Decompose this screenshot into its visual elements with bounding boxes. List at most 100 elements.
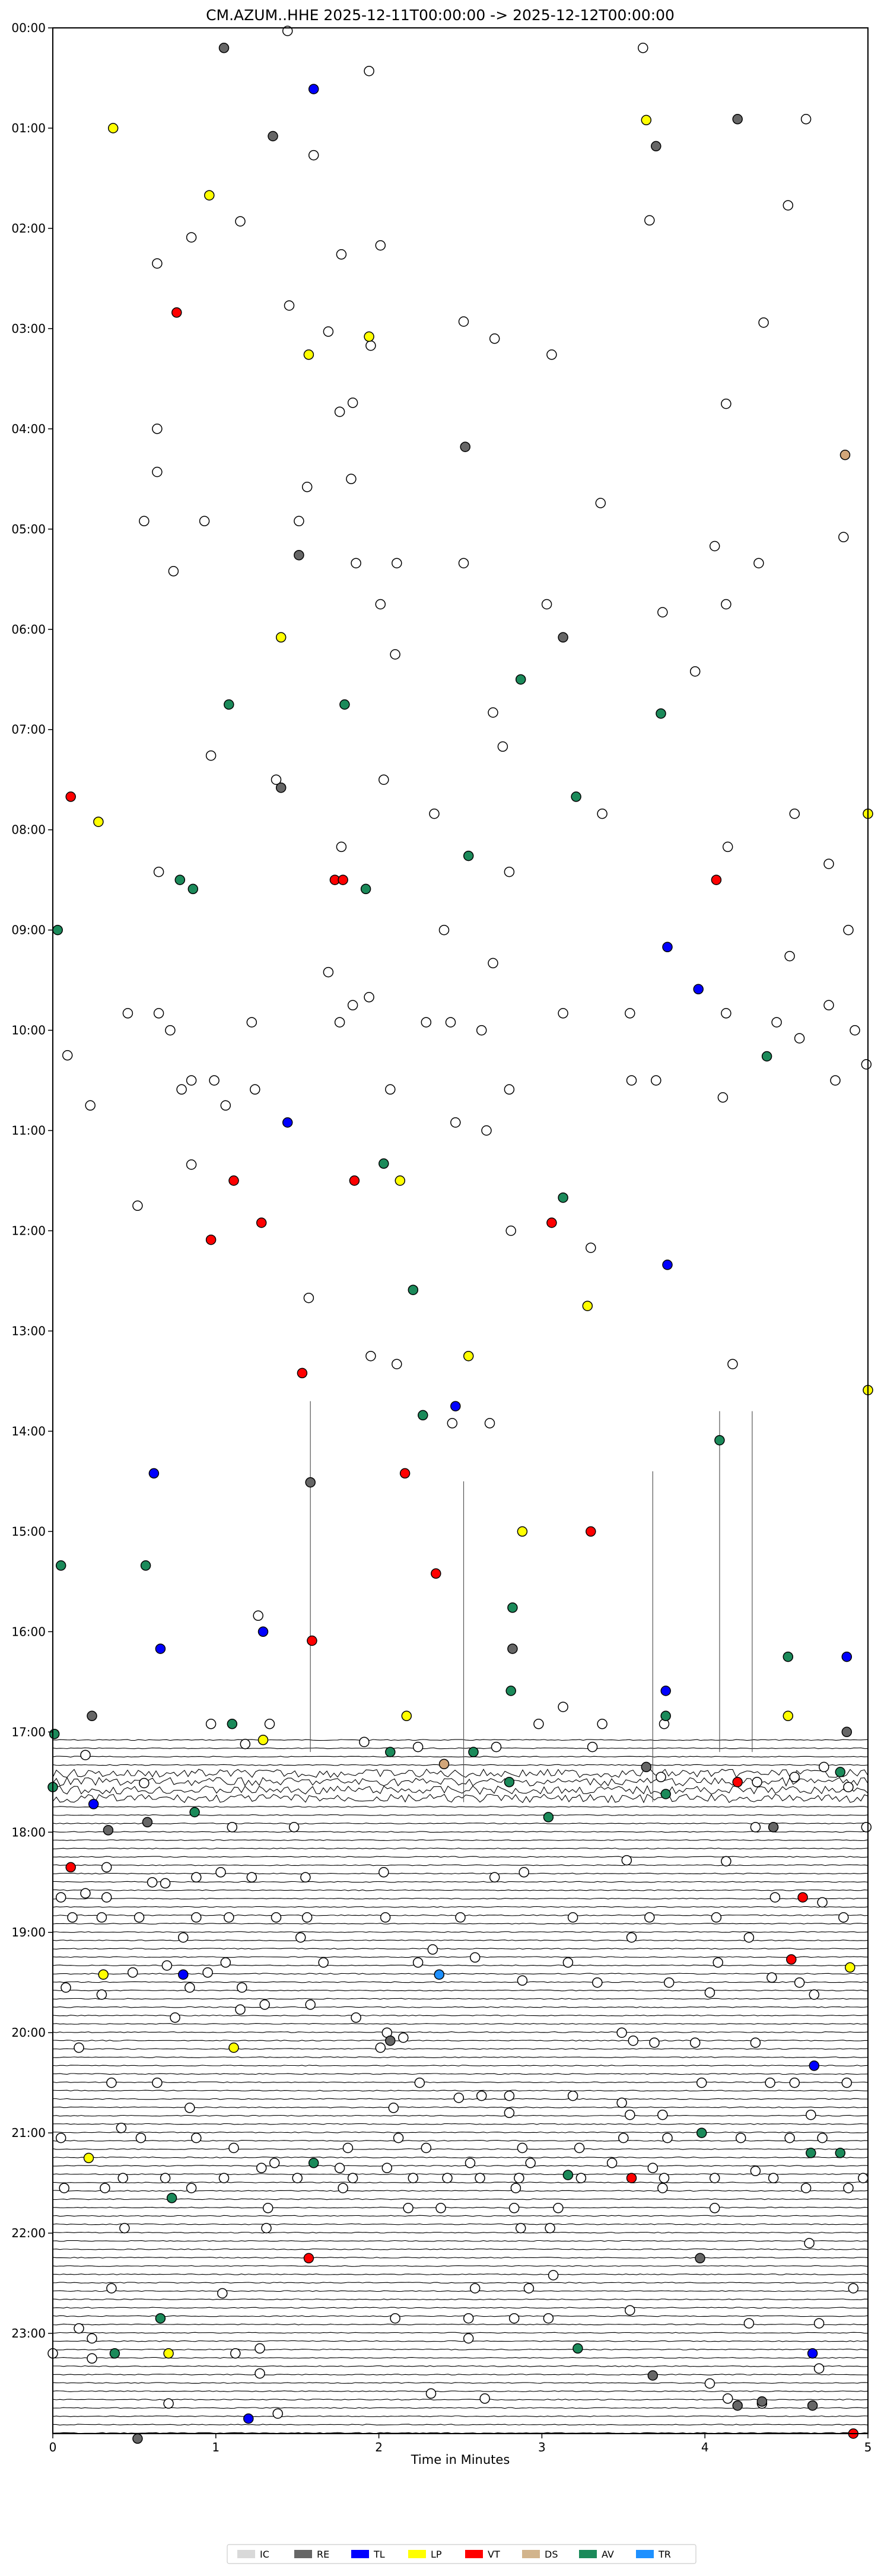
event-point-ic xyxy=(525,2158,536,2168)
event-point-tl xyxy=(257,1626,269,1637)
event-point-ic xyxy=(475,2173,485,2183)
event-point-ic xyxy=(721,1856,731,1866)
event-point-vt xyxy=(732,1777,743,1788)
event-point-ic xyxy=(67,1912,78,1923)
event-point-ic xyxy=(458,316,469,327)
event-point-av xyxy=(55,1560,66,1571)
event-point-ic xyxy=(489,1872,500,1883)
event-point-ic xyxy=(230,2348,241,2359)
trace-line xyxy=(52,2140,869,2142)
event-point-ic xyxy=(484,1418,495,1429)
event-point-ic xyxy=(758,317,769,328)
event-point-ic xyxy=(408,2173,419,2183)
event-point-re xyxy=(460,441,470,452)
trace-line xyxy=(52,2190,869,2192)
event-point-ic xyxy=(709,2203,720,2214)
event-point-ic xyxy=(191,1912,202,1923)
event-point-ic xyxy=(116,2122,127,2133)
event-point-av xyxy=(573,2343,583,2354)
event-point-ic xyxy=(220,1100,231,1111)
trace-line xyxy=(52,1989,869,1992)
event-point-vt xyxy=(205,1234,217,1245)
event-point-ic xyxy=(709,540,720,552)
event-point-ic xyxy=(351,2012,361,2023)
event-point-ic xyxy=(246,1872,257,1883)
trace-line xyxy=(52,1831,869,1833)
trace-line xyxy=(52,2056,869,2058)
event-point-ic xyxy=(364,65,374,77)
x-axis-label: Time in Minutes xyxy=(411,2453,510,2467)
event-point-tl xyxy=(662,1260,673,1270)
event-point-ic xyxy=(301,482,313,492)
event-point-ic xyxy=(567,2090,578,2101)
event-point-ic xyxy=(843,924,854,936)
event-point-ic xyxy=(450,1117,461,1128)
event-point-av xyxy=(385,1747,396,1757)
event-point-ic xyxy=(592,1977,603,1988)
event-point-ic xyxy=(133,1912,145,1923)
event-point-ic xyxy=(295,1932,306,1943)
trace-line xyxy=(52,1847,869,1850)
event-point-ic xyxy=(743,1932,755,1943)
trace-line xyxy=(52,1973,869,1975)
event-point-av xyxy=(189,1807,200,1818)
event-point-ic xyxy=(259,1999,270,2010)
event-point-ic xyxy=(488,707,498,718)
event-point-lp xyxy=(783,1710,794,1722)
event-point-ic xyxy=(753,558,764,568)
event-point-ic xyxy=(381,2162,393,2174)
trace-spikes xyxy=(310,1401,753,1802)
event-point-ic xyxy=(351,558,361,568)
event-point-ic xyxy=(445,1017,456,1028)
event-point-vt xyxy=(349,1175,360,1186)
event-point-ic xyxy=(442,2173,453,2183)
event-point-ic xyxy=(347,1000,358,1011)
event-point-ic xyxy=(334,406,345,417)
event-point-ic xyxy=(74,2323,84,2334)
event-point-ic xyxy=(510,2183,521,2193)
event-point-ic xyxy=(218,2173,230,2183)
trace-line xyxy=(52,1906,869,1908)
event-point-ic xyxy=(403,2203,414,2214)
event-point-ic xyxy=(813,2318,825,2329)
event-point-re xyxy=(768,1822,779,1833)
event-point-ic xyxy=(323,966,334,978)
event-point-ic xyxy=(161,1960,173,1971)
legend-swatch xyxy=(237,2550,255,2558)
event-point-vt xyxy=(297,1367,308,1379)
trace-line xyxy=(52,1769,869,1778)
legend-label: TR xyxy=(658,2549,671,2560)
y-tick-label: 07:00 xyxy=(11,723,46,737)
event-point-ic xyxy=(644,215,655,226)
event-point-ic xyxy=(359,1737,370,1747)
event-point-ic xyxy=(217,2288,228,2299)
event-point-ic xyxy=(246,1017,257,1028)
event-point-ic xyxy=(235,2004,246,2015)
event-point-ic xyxy=(649,2037,660,2048)
event-point-ic xyxy=(398,2032,409,2043)
event-point-ic xyxy=(476,2090,487,2101)
event-point-ic xyxy=(347,2173,358,2183)
event-point-re xyxy=(103,1825,114,1836)
event-point-ic xyxy=(300,1872,311,1883)
event-point-lp xyxy=(395,1175,406,1186)
event-point-ic xyxy=(80,1750,91,1760)
y-tick-label: 18:00 xyxy=(11,1825,46,1839)
event-point-ic xyxy=(388,2103,399,2113)
event-point-ic xyxy=(721,599,731,610)
event-point-ic xyxy=(215,1867,226,1878)
event-point-ic xyxy=(220,1957,231,1968)
event-point-ic xyxy=(429,808,440,819)
event-point-ic xyxy=(185,1982,195,1993)
y-tick-label: 16:00 xyxy=(11,1624,46,1639)
event-point-ic xyxy=(438,924,450,936)
event-point-ic xyxy=(517,2142,528,2154)
event-point-ic xyxy=(597,808,608,819)
event-point-lp xyxy=(204,190,215,201)
event-point-ic xyxy=(346,473,357,485)
event-point-ic xyxy=(546,349,557,360)
event-point-ic xyxy=(783,200,794,211)
legend-label: DS xyxy=(545,2549,558,2560)
event-point-ic xyxy=(800,2183,812,2193)
event-point-lp xyxy=(107,123,119,133)
